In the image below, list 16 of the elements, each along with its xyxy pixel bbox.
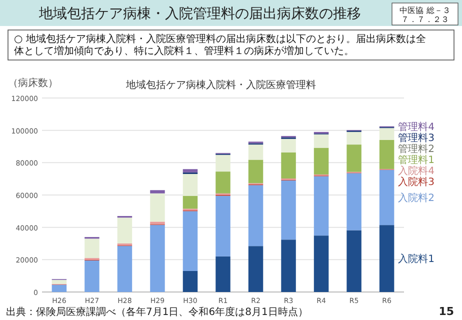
text: 管理料4 bbox=[398, 121, 435, 134]
chart-subtitle: ○ 地域包括ケア病棟入院料・入院医療管理料の届出病床数は以下のとおり。届出病床数は全体として増加傾向であり、特に入院料１、管理料１の病床が増加していた。 bbox=[14, 33, 426, 57]
series-label: 入院料1 bbox=[398, 253, 435, 266]
source-note: 出典：保険局医療課調べ（各年7月1日、令和6年度は8月1日時点） bbox=[6, 306, 308, 318]
series-label: 入院料2 bbox=[398, 192, 435, 204]
chart-title: 地域包括ケア病棟・入院管理料の届出病床数の推移 bbox=[38, 6, 361, 22]
text: 入院料4 bbox=[398, 165, 435, 178]
series-label: 管理料1 bbox=[398, 154, 435, 166]
text: 地域包括ケア病棟入院料・入院医療管理料 bbox=[125, 79, 316, 91]
series-label: 管理料2 bbox=[398, 143, 435, 156]
series-label: 管理料3 bbox=[398, 132, 435, 144]
text: ７．７．２３ bbox=[401, 15, 449, 24]
text: 中医協 総－３ bbox=[400, 6, 450, 15]
text: 15 bbox=[438, 305, 454, 318]
series-label: 入院料3 bbox=[398, 176, 435, 188]
y-axis-title: （病床数） bbox=[8, 77, 58, 89]
